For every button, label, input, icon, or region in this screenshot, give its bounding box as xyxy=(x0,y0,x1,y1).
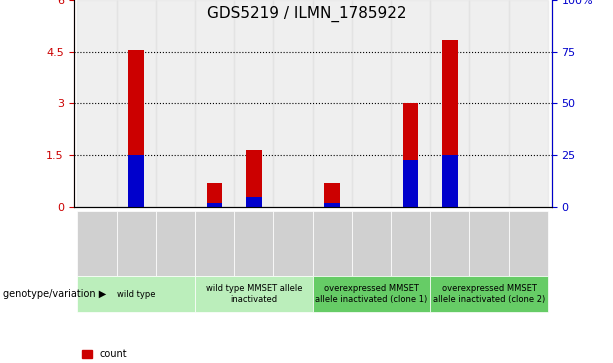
Bar xyxy=(442,155,458,207)
Bar xyxy=(234,0,273,207)
Bar xyxy=(430,0,470,207)
Bar xyxy=(156,0,195,207)
Bar xyxy=(403,160,419,207)
Bar xyxy=(391,0,430,207)
Bar xyxy=(195,0,234,207)
Bar xyxy=(207,203,223,207)
Bar xyxy=(352,0,391,207)
Text: wild type: wild type xyxy=(117,290,156,298)
Bar xyxy=(509,0,548,207)
Bar xyxy=(324,183,340,207)
Bar xyxy=(246,196,262,207)
Bar xyxy=(116,0,156,207)
Text: wild type MMSET allele
inactivated: wild type MMSET allele inactivated xyxy=(205,284,302,304)
Bar xyxy=(129,155,144,207)
Text: genotype/variation ▶: genotype/variation ▶ xyxy=(3,289,106,299)
Text: GDS5219 / ILMN_1785922: GDS5219 / ILMN_1785922 xyxy=(207,5,406,22)
Bar xyxy=(403,103,419,207)
Bar xyxy=(273,0,313,207)
Bar xyxy=(207,183,223,207)
Bar xyxy=(246,150,262,207)
Bar xyxy=(470,0,509,207)
Bar xyxy=(324,203,340,207)
Bar xyxy=(129,50,144,207)
Text: overexpressed MMSET
allele inactivated (clone 2): overexpressed MMSET allele inactivated (… xyxy=(433,284,545,304)
Bar xyxy=(313,0,352,207)
Legend: count, percentile rank within the sample: count, percentile rank within the sample xyxy=(78,345,268,363)
Text: overexpressed MMSET
allele inactivated (clone 1): overexpressed MMSET allele inactivated (… xyxy=(315,284,427,304)
Bar xyxy=(77,0,116,207)
Bar xyxy=(442,40,458,207)
